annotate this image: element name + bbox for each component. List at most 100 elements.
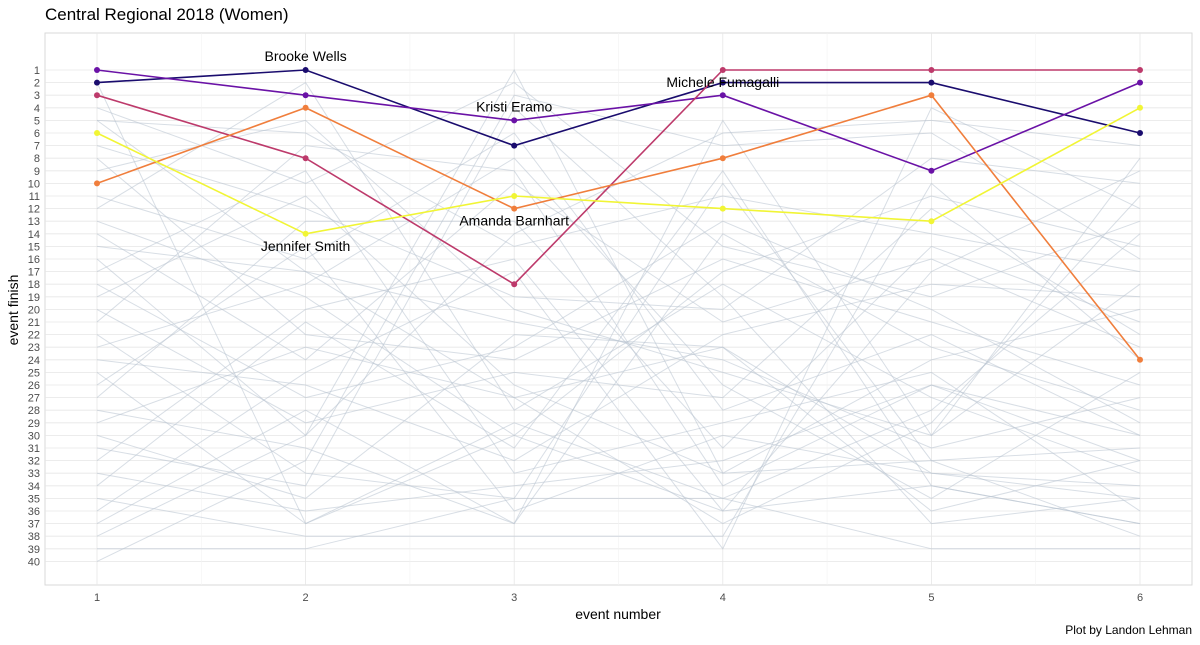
series-annotation-label: Jennifer Smith (261, 238, 350, 254)
y-tick-label: 39 (28, 544, 40, 556)
series-point (302, 155, 309, 162)
background-series-line (96, 119, 1141, 499)
y-tick-label: 3 (34, 90, 40, 102)
series-point (511, 193, 518, 199)
y-tick-label: 13 (28, 216, 40, 228)
background-series-line (96, 182, 1141, 361)
series-point (302, 230, 309, 237)
series-point (719, 155, 726, 162)
y-tick-label: 37 (28, 519, 40, 531)
series-point (719, 92, 726, 99)
background-series-line (96, 195, 1141, 525)
background-series-line (96, 182, 1141, 537)
series-point (1137, 130, 1143, 136)
y-tick-label: 2 (34, 78, 40, 90)
y-tick-label: 19 (28, 292, 40, 304)
series-point (1137, 67, 1143, 73)
y-tick-label: 30 (28, 430, 40, 442)
y-tick-label: 15 (28, 241, 40, 253)
y-tick-label: 5 (34, 115, 40, 127)
y-tick-label: 38 (28, 531, 40, 543)
y-tick-label: 14 (28, 229, 40, 241)
x-tick-label: 5 (928, 592, 934, 604)
background-series-line (96, 94, 1141, 562)
series-point (94, 67, 100, 73)
series-annotation-label: Michele Fumagalli (666, 74, 779, 90)
series-annotation-label: Amanda Barnhart (459, 213, 569, 229)
y-tick-label: 10 (28, 178, 40, 190)
y-tick-label: 1 (34, 65, 40, 77)
x-tick-label: 4 (720, 592, 726, 604)
series-point (719, 79, 726, 86)
chart-caption: Plot by Landon Lehman (1065, 623, 1192, 637)
y-tick-label: 33 (28, 468, 40, 480)
y-tick-label: 18 (28, 279, 40, 291)
y-tick-label: 16 (28, 254, 40, 266)
series-line (96, 69, 1141, 147)
series-point (928, 218, 935, 225)
x-tick-label: 2 (303, 592, 309, 604)
series-line (96, 107, 1141, 235)
series-point (719, 67, 726, 73)
x-tick-label: 6 (1137, 592, 1143, 604)
series-point (302, 92, 309, 99)
y-tick-label: 12 (28, 204, 40, 216)
y-axis-label: event finish (5, 275, 21, 346)
series-point (1137, 356, 1143, 363)
series-point (511, 117, 518, 124)
series-point (94, 180, 100, 187)
series-point (511, 205, 518, 212)
background-series-line (96, 119, 1141, 525)
background-series-line (96, 82, 1141, 298)
background-series-line (96, 283, 1141, 462)
background-series-line (96, 170, 1141, 512)
y-tick-label: 40 (28, 556, 40, 568)
series-annotation-label: Brooke Wells (264, 48, 346, 64)
tick-labels: 1234567891011121314151617181920212223242… (28, 65, 1143, 604)
background-series-line (96, 145, 1141, 310)
y-tick-label: 31 (28, 443, 40, 455)
background-series-line (96, 145, 1141, 487)
series-line (96, 94, 1141, 361)
series-point (511, 281, 518, 288)
y-tick-label: 6 (34, 128, 40, 140)
y-tick-label: 20 (28, 304, 40, 316)
background-series-line (96, 82, 1141, 525)
y-tick-label: 8 (34, 153, 40, 165)
y-tick-label: 24 (28, 355, 40, 367)
background-series-line (96, 81, 1141, 474)
background-series-line (96, 107, 1141, 550)
series-line (96, 69, 1140, 286)
background-lines (96, 68, 1141, 562)
series-point (302, 67, 309, 73)
background-series-line (96, 233, 1141, 525)
series-point (928, 79, 935, 86)
y-tick-label: 25 (28, 367, 40, 379)
y-tick-label: 32 (28, 456, 40, 468)
y-tick-label: 26 (28, 380, 40, 392)
y-tick-label: 22 (28, 330, 40, 342)
series-point (1137, 104, 1143, 111)
background-series-line (96, 170, 1141, 512)
background-series-line (96, 334, 1141, 512)
y-tick-label: 17 (28, 267, 40, 279)
y-tick-label: 29 (28, 418, 40, 430)
y-tick-label: 11 (29, 191, 40, 203)
x-axis-label: event number (575, 606, 661, 622)
y-tick-label: 36 (28, 506, 40, 518)
series-point (719, 205, 726, 212)
background-series-line (97, 497, 1140, 550)
background-series-line (96, 195, 1141, 474)
y-tick-label: 35 (28, 493, 40, 505)
series-point (94, 79, 100, 86)
y-tick-label: 9 (34, 166, 40, 178)
chart-title: Central Regional 2018 (Women) (45, 5, 289, 24)
series-point (94, 130, 100, 136)
series-point (928, 92, 935, 99)
x-tick-label: 3 (511, 592, 517, 604)
background-series-line (96, 220, 1141, 424)
y-tick-label: 4 (34, 103, 40, 115)
y-tick-label: 34 (28, 481, 40, 493)
y-tick-label: 28 (28, 405, 40, 417)
